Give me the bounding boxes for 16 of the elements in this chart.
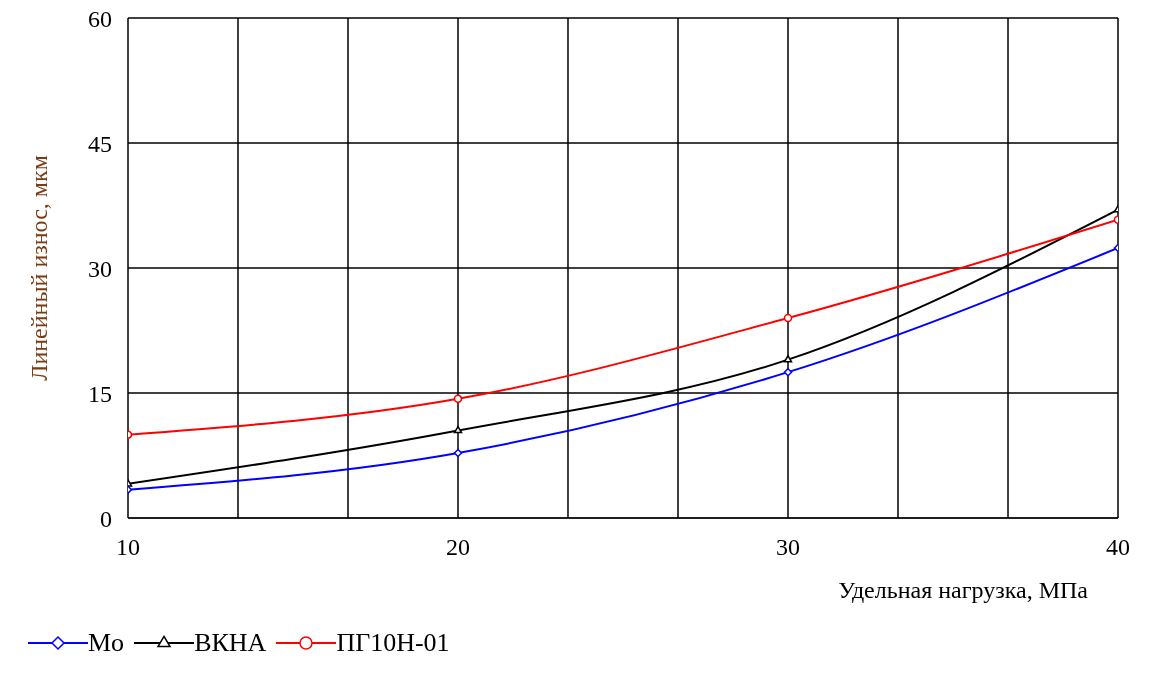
x-tick-label: 40 [1106,534,1130,561]
y-tick-label: 30 [88,255,112,282]
x-tick-label: 10 [116,534,140,561]
x-tick-label: 20 [446,534,470,561]
x-axis-title: Удельная нагрузка, МПа [838,577,1089,603]
y-tick-label: 0 [100,505,112,532]
y-tick-label: 15 [88,380,112,407]
point [783,355,793,363]
y-axis-title: Линейный износ, мкм [25,155,52,381]
y-tick-label: 60 [88,5,112,32]
legend-label: ВКНА [194,628,267,658]
y-tick-label: 45 [88,130,112,157]
legend-label: ПГ10Н-01 [336,628,450,658]
legend-label: Mo [88,628,125,658]
point [453,425,463,434]
x-tick-label: 30 [776,534,800,561]
